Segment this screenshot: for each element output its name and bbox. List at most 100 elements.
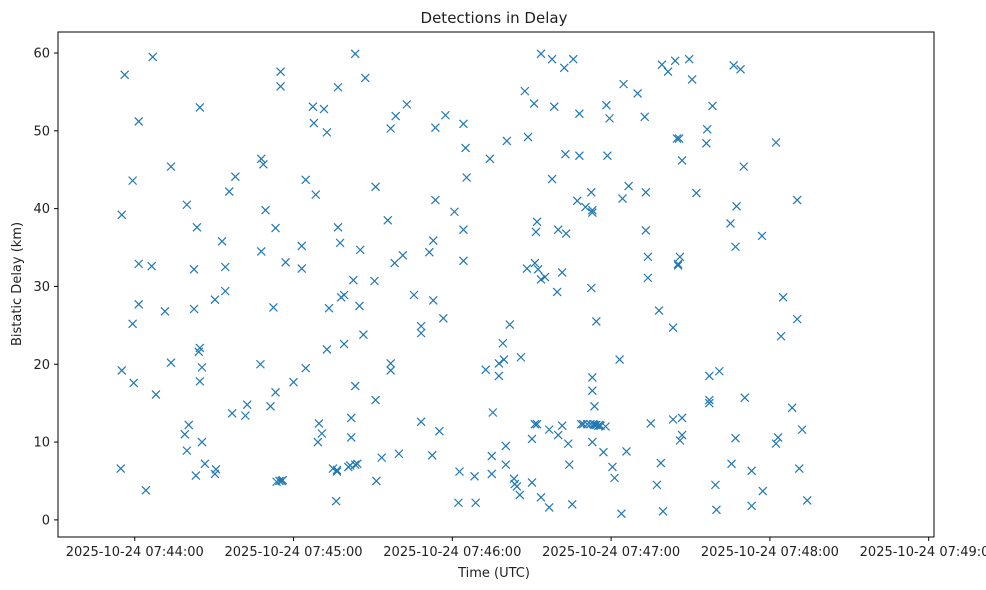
data-point-marker — [324, 303, 334, 313]
data-point-marker — [590, 401, 599, 411]
data-point-marker — [586, 283, 596, 293]
data-point-marker — [704, 371, 714, 381]
x-tick-label: 2025-10-24 07:47:00 — [542, 545, 680, 560]
data-point-marker — [240, 411, 250, 421]
data-point-marker — [530, 419, 540, 429]
data-point-marker — [714, 366, 724, 376]
data-point-marker — [624, 181, 634, 191]
y-tick-label: 10 — [33, 436, 50, 451]
data-point-marker — [276, 82, 285, 91]
data-point-marker — [740, 393, 750, 403]
data-point-marker — [522, 264, 532, 273]
data-point-marker — [416, 321, 426, 331]
data-point-marker — [602, 151, 612, 161]
data-point-marker — [536, 49, 546, 59]
data-point-marker — [601, 100, 611, 110]
data-point-marker — [355, 301, 364, 311]
y-tick-label: 20 — [33, 358, 50, 373]
data-point-marker — [371, 182, 381, 192]
data-point-marker — [189, 264, 199, 274]
data-point-marker — [117, 210, 127, 220]
data-point-marker — [394, 449, 404, 459]
data-point-marker — [191, 471, 201, 480]
data-point-marker — [134, 259, 144, 269]
data-point-marker — [289, 377, 298, 387]
data-point-marker — [587, 208, 597, 217]
data-point-marker — [230, 172, 240, 182]
data-point-marker — [553, 430, 563, 440]
data-point-marker — [677, 430, 687, 440]
data-point-marker — [658, 506, 668, 516]
data-point-marker — [195, 376, 205, 386]
data-point-marker — [332, 465, 342, 475]
data-point-marker — [134, 117, 144, 126]
data-point-marker — [704, 395, 714, 405]
data-point-marker — [128, 176, 138, 186]
data-point-marker — [192, 222, 202, 232]
data-point-marker — [258, 159, 268, 169]
data-point-marker — [501, 441, 511, 451]
data-point-marker — [487, 451, 497, 461]
data-point-marker — [568, 54, 578, 64]
data-point-marker — [702, 124, 712, 134]
data-point-marker — [802, 496, 812, 505]
y-tick-label: 0 — [42, 513, 50, 528]
data-point-marker — [386, 124, 396, 133]
data-point-marker — [278, 475, 288, 485]
data-point-marker — [617, 509, 626, 519]
data-point-marker — [547, 174, 557, 184]
data-point-marker — [197, 437, 207, 447]
data-point-marker — [657, 60, 667, 70]
data-point-marker — [529, 99, 539, 109]
data-point-marker — [180, 429, 190, 439]
data-point-marker — [747, 501, 757, 511]
data-point-marker — [461, 143, 470, 153]
chart-title: Detections in Delay — [421, 9, 568, 27]
data-point-marker — [311, 190, 321, 200]
data-point-marker — [773, 432, 783, 442]
data-point-marker — [687, 75, 697, 84]
data-point-marker — [778, 292, 788, 302]
data-point-marker — [134, 299, 144, 309]
data-point-marker — [512, 481, 522, 491]
data-point-marker — [182, 446, 192, 456]
data-point-marker — [485, 154, 495, 164]
data-points — [116, 49, 812, 519]
data-point-marker — [515, 490, 525, 500]
data-point-marker — [729, 61, 739, 70]
data-point-marker — [371, 395, 381, 405]
y-axis-label: Bistatic Delay (km) — [10, 222, 25, 346]
data-point-marker — [386, 359, 396, 368]
data-point-marker — [301, 175, 311, 185]
data-point-marker — [776, 331, 786, 341]
data-point-marker — [333, 82, 343, 92]
data-point-marker — [557, 421, 567, 431]
data-point-marker — [339, 290, 349, 300]
data-point-marker — [586, 187, 596, 197]
x-tick-label: 2025-10-24 07:49:00 — [860, 545, 986, 560]
data-point-marker — [390, 258, 400, 268]
data-point-marker — [322, 345, 332, 354]
data-point-marker — [211, 464, 221, 474]
data-point-marker — [391, 111, 401, 121]
data-point-marker — [787, 403, 797, 413]
data-point-marker — [675, 252, 685, 262]
data-point-marker — [494, 371, 504, 381]
data-point-marker — [792, 195, 802, 205]
data-point-marker — [462, 173, 472, 182]
data-point-marker — [339, 339, 349, 349]
data-point-marker — [640, 112, 650, 122]
data-point-marker — [544, 503, 554, 512]
data-point-marker — [552, 287, 562, 297]
data-point-marker — [220, 286, 230, 296]
data-point-marker — [771, 439, 781, 449]
data-point-marker — [622, 446, 631, 456]
data-point-marker — [591, 317, 601, 326]
data-point-marker — [494, 359, 504, 368]
data-point-marker — [455, 467, 464, 477]
data-point-marker — [727, 459, 736, 469]
data-point-marker — [398, 250, 408, 260]
data-point-marker — [747, 466, 757, 476]
data-point-marker — [220, 262, 230, 272]
